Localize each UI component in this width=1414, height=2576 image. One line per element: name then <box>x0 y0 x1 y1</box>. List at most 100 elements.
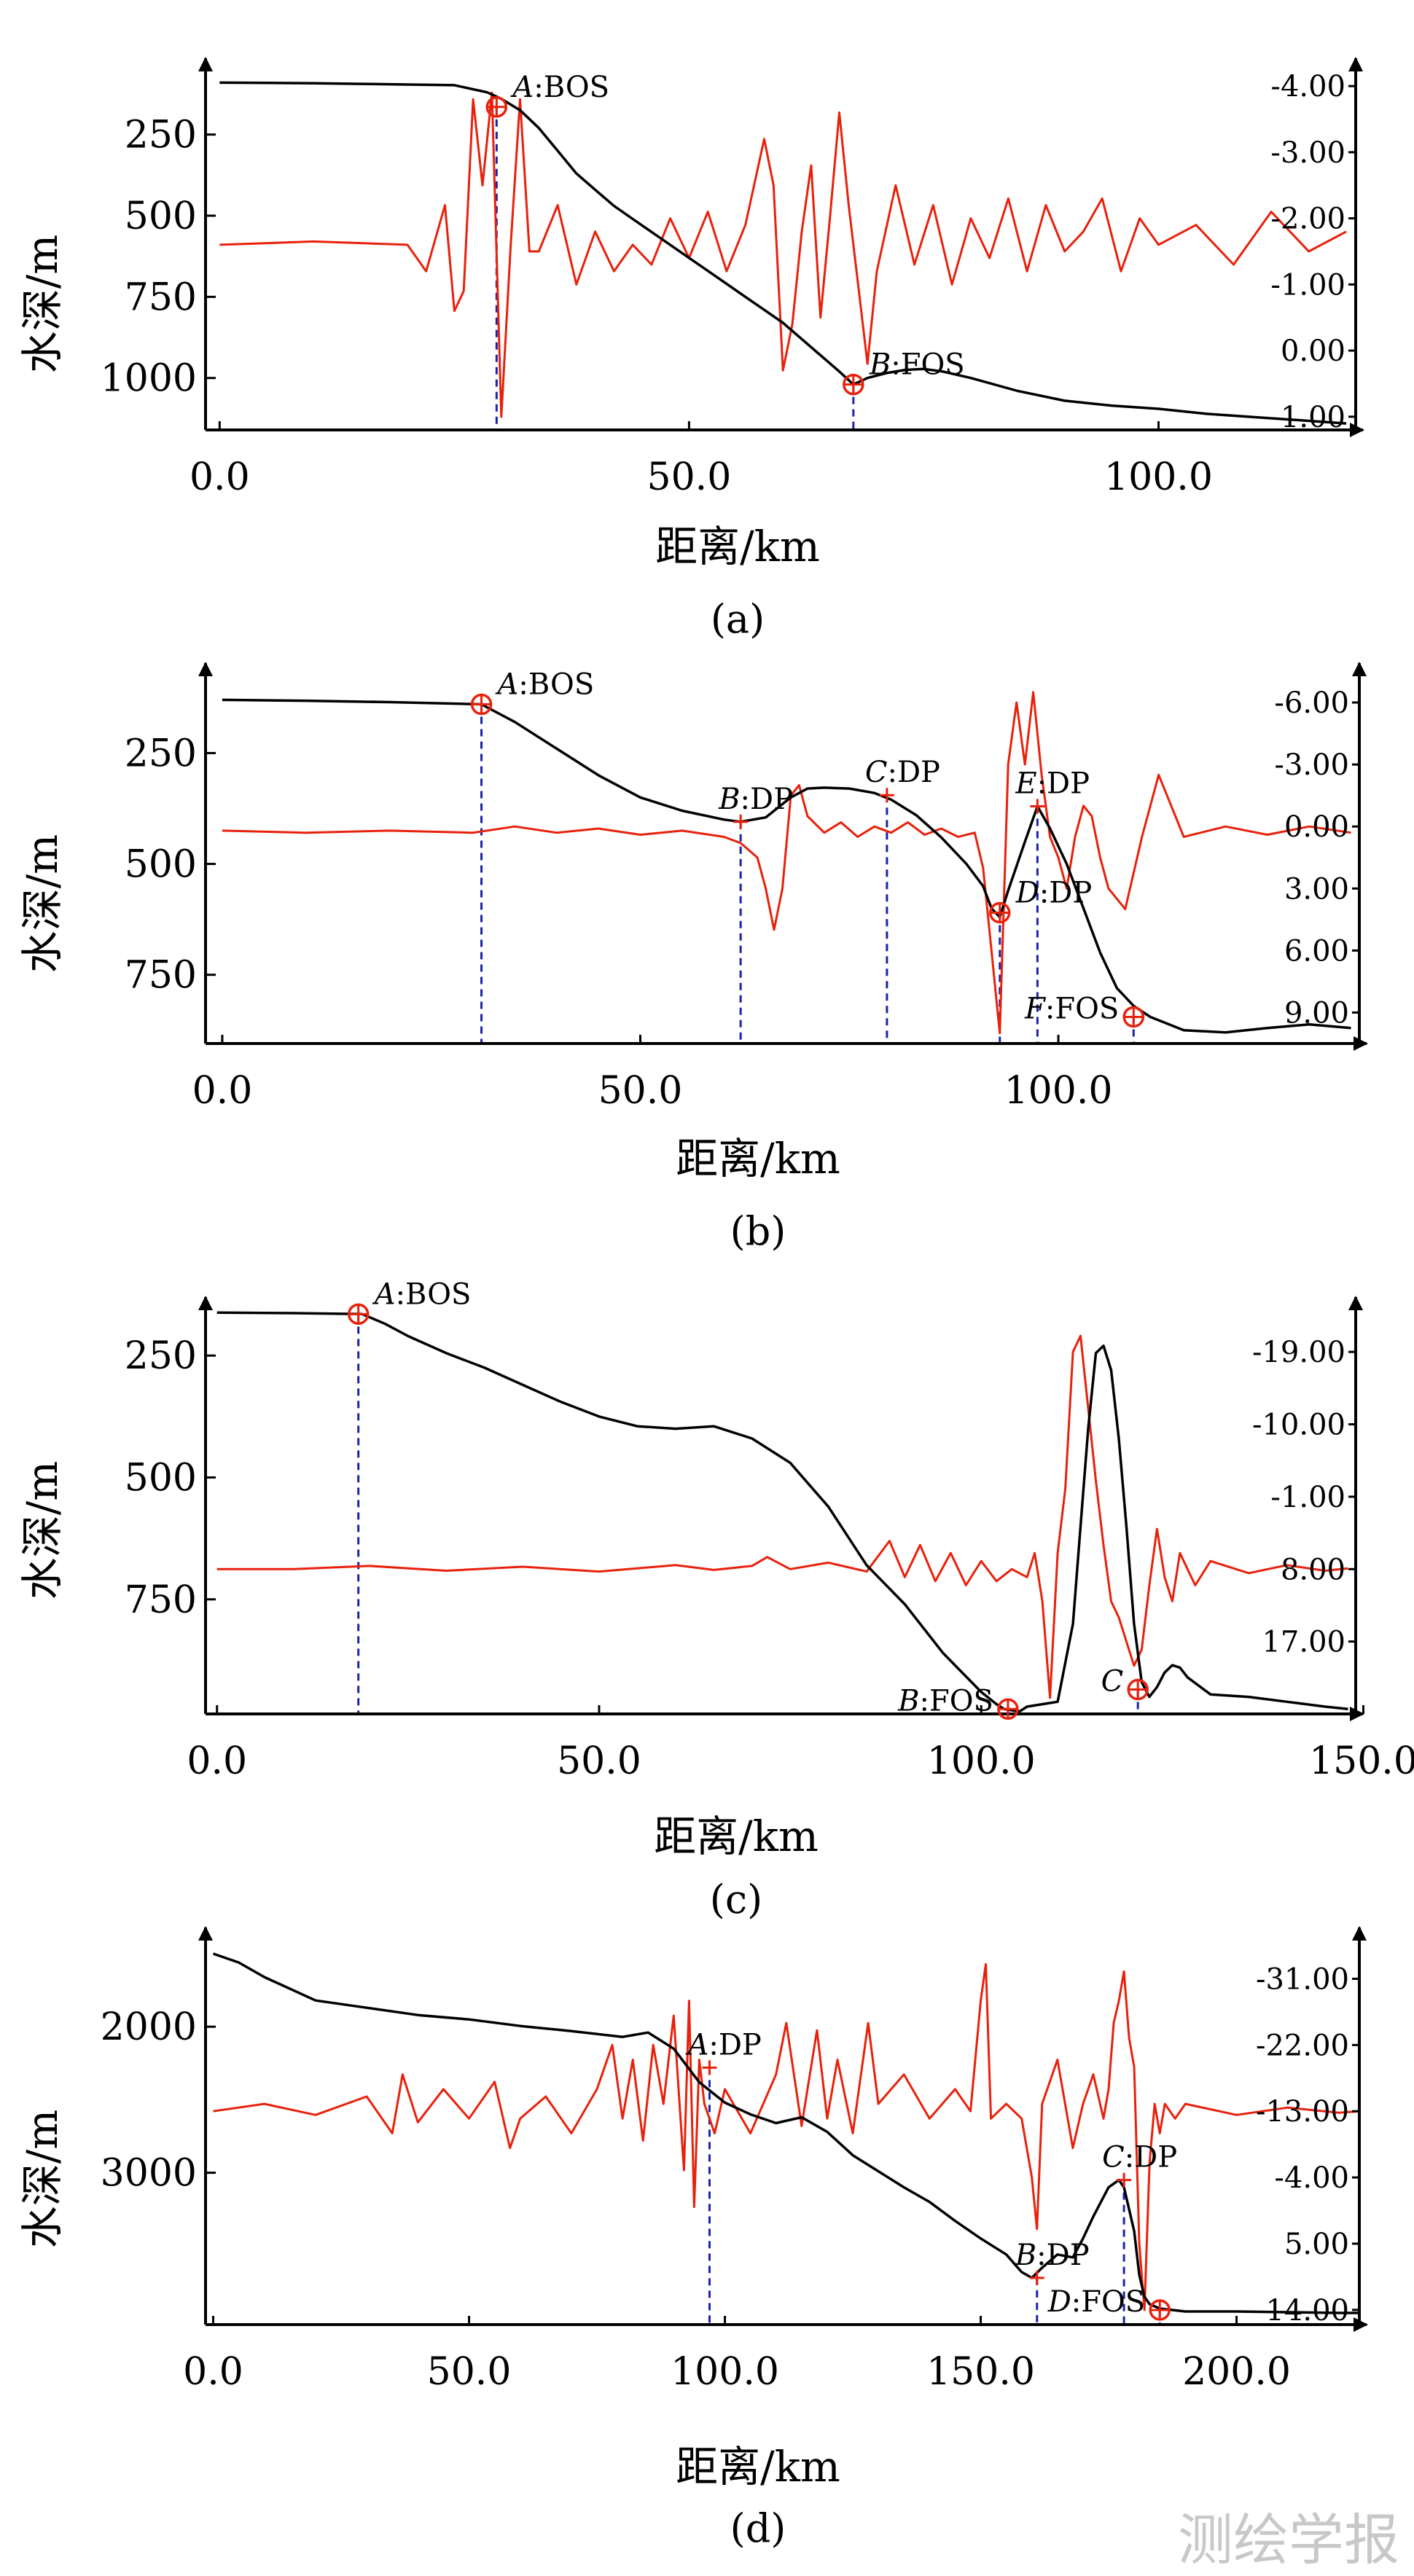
panel-caption: (d) <box>730 2505 786 2551</box>
right-tick-label: 8.00 <box>1281 1553 1345 1586</box>
right-tick-label: -10.00 <box>1252 1409 1345 1442</box>
axes <box>198 1926 1368 2332</box>
left-axis-ticks: 250 500 750 1000 <box>101 114 216 401</box>
x-tick-label: 50.0 <box>427 2350 512 2394</box>
y-tick-label: 500 <box>125 195 197 238</box>
left-axis-ticks: 250 500 750 <box>125 1334 216 1622</box>
bathymetry-line <box>219 81 1347 425</box>
x-axis-ticks: 0.0 50.0 100.0 150.0 <box>187 1705 1414 1783</box>
x-tick-label: 100.0 <box>1004 1069 1113 1113</box>
feature-label: C:DP <box>1102 2141 1177 2174</box>
right-tick-label: 5.00 <box>1284 2228 1349 2261</box>
right-tick-label: 17.00 <box>1262 1626 1345 1659</box>
right-tick-label: -19.00 <box>1252 1336 1345 1369</box>
feature-points: A:BOS B:FOS <box>485 71 965 396</box>
feature-label: D:DP <box>1015 876 1093 909</box>
x-tick-label: 50.0 <box>598 1069 683 1113</box>
feature-points: D:FOS A:DP B:DP C:DP <box>684 2028 1177 2321</box>
y-tick-label: 750 <box>125 954 197 998</box>
right-tick-label: -1.00 <box>1270 1481 1345 1514</box>
panel-d: 2000 3000 -31.00 -22.00 -13.00 -4.00 5.00 14.0… <box>17 1926 1368 2551</box>
x-axis-ticks: 0.0 50.0 100.0 150.0 200.0 <box>183 2316 1291 2394</box>
right-tick-label: -1.00 <box>1270 268 1345 302</box>
right-tick-label: 3.00 <box>1284 872 1349 906</box>
feature-label: A:DP <box>684 2028 761 2062</box>
right-tick-label: -3.00 <box>1274 748 1349 782</box>
right-tick-label: -13.00 <box>1256 2095 1349 2129</box>
axes <box>198 1296 1364 1721</box>
x-axis-label: 距离/km <box>676 1134 840 1183</box>
x-tick-label: 0.0 <box>183 2350 243 2394</box>
x-tick-label: 50.0 <box>557 1739 641 1783</box>
feature-label: D:FOS <box>1047 2285 1146 2319</box>
right-axis-ticks: -4.00 -3.00 -2.00 -1.00 0.00 1.00 <box>1270 70 1356 434</box>
x-tick-label: 0.0 <box>187 1739 247 1783</box>
y-axis-label: 水深/m <box>17 235 67 374</box>
x-tick-label: 50.0 <box>647 455 732 499</box>
y-tick-label: 500 <box>125 1456 197 1500</box>
x-tick-label: 100.0 <box>671 2350 779 2394</box>
feature-label: B:FOS <box>869 348 965 382</box>
x-axis-ticks: 0.0 50.0 100.0 <box>190 421 1213 499</box>
right-tick-label: -2.00 <box>1270 203 1345 236</box>
feature-label: A:BOS <box>372 1277 472 1311</box>
left-axis-ticks: 2000 3000 <box>101 2005 216 2196</box>
right-tick-label: 0.00 <box>1281 334 1345 368</box>
x-tick-label: 100.0 <box>1104 455 1213 499</box>
feature-label: C:DP <box>865 756 940 789</box>
feature-label: B:DP <box>1015 2239 1090 2272</box>
y-axis-label: 水深/m <box>17 834 67 974</box>
feature-label: A:BOS <box>495 668 595 702</box>
right-axis-ticks: -31.00 -22.00 -13.00 -4.00 5.00 14.00 <box>1256 1962 1359 2328</box>
gravity-anomaly-line <box>219 91 1347 418</box>
bathymetry-line <box>212 1952 1359 2314</box>
right-tick-label: -4.00 <box>1270 70 1345 103</box>
journal-watermark: 测绘学报 <box>1178 2508 1399 2572</box>
guide-lines <box>357 1314 1139 1714</box>
bathymetry-line <box>216 1311 1348 1713</box>
y-tick-label: 750 <box>125 275 197 319</box>
feature-label: C <box>1101 1665 1124 1699</box>
y-tick-label: 500 <box>125 843 197 887</box>
panel-caption: (c) <box>710 1876 762 1922</box>
feature-points: A:BOS B:FOS C <box>347 1277 1149 1720</box>
right-tick-label: 0.00 <box>1284 810 1349 844</box>
y-axis-label: 水深/m <box>17 2110 67 2249</box>
right-tick-label: -3.00 <box>1270 136 1345 170</box>
right-tick-label: -22.00 <box>1256 2029 1349 2062</box>
right-tick-label: 1.00 <box>1281 401 1345 434</box>
axes <box>198 662 1368 1051</box>
panel-c: 250 500 750 -19.00 -10.00 -1.00 8.00 17.00 0.0… <box>17 1277 1414 1922</box>
y-axis-label: 水深/m <box>17 1461 67 1600</box>
x-axis-label: 距离/km <box>676 2442 840 2491</box>
x-tick-label: 0.0 <box>190 455 250 499</box>
panel-a: 250 500 750 1000 -4.00 -3.00 -2.00 -1.00 0.00 1.… <box>17 57 1364 642</box>
y-tick-label: 750 <box>125 1578 197 1622</box>
right-tick-label: -6.00 <box>1274 686 1349 720</box>
x-tick-label: 200.0 <box>1182 2350 1291 2394</box>
x-axis-ticks: 0.0 50.0 100.0 <box>192 1035 1113 1113</box>
y-tick-label: 250 <box>125 1334 197 1378</box>
y-tick-label: 1000 <box>101 357 197 401</box>
right-tick-label: -31.00 <box>1256 1962 1349 1996</box>
feature-label: E:DP <box>1015 767 1090 800</box>
y-tick-label: 3000 <box>101 2152 197 2196</box>
feature-label: A:BOS <box>509 71 609 104</box>
feature-points: A:BOS D:DP F:FOS B:DP C:DP E:DP <box>470 668 1145 1028</box>
guide-lines <box>495 106 855 430</box>
panel-b: 250 500 750 -6.00 -3.00 0.00 3.00 6.00 9.00 0.0… <box>17 662 1368 1254</box>
feature-label: B:DP <box>718 783 793 816</box>
right-tick-label: 14.00 <box>1265 2294 1349 2328</box>
left-axis-ticks: 250 500 750 <box>125 732 216 998</box>
panel-caption: (b) <box>730 1208 786 1254</box>
gravity-anomaly-line <box>216 1334 1348 1699</box>
right-axis-ticks: -6.00 -3.00 0.00 3.00 6.00 9.00 <box>1274 686 1359 1030</box>
feature-label: B:FOS <box>897 1684 993 1718</box>
right-axis-ticks: -19.00 -10.00 -1.00 8.00 17.00 <box>1252 1336 1356 1659</box>
axes <box>198 57 1364 437</box>
x-axis-label: 距离/km <box>655 522 820 571</box>
gravity-anomaly-line <box>222 691 1351 1035</box>
right-tick-label: 9.00 <box>1284 996 1349 1030</box>
x-tick-label: 150.0 <box>1309 1739 1414 1783</box>
